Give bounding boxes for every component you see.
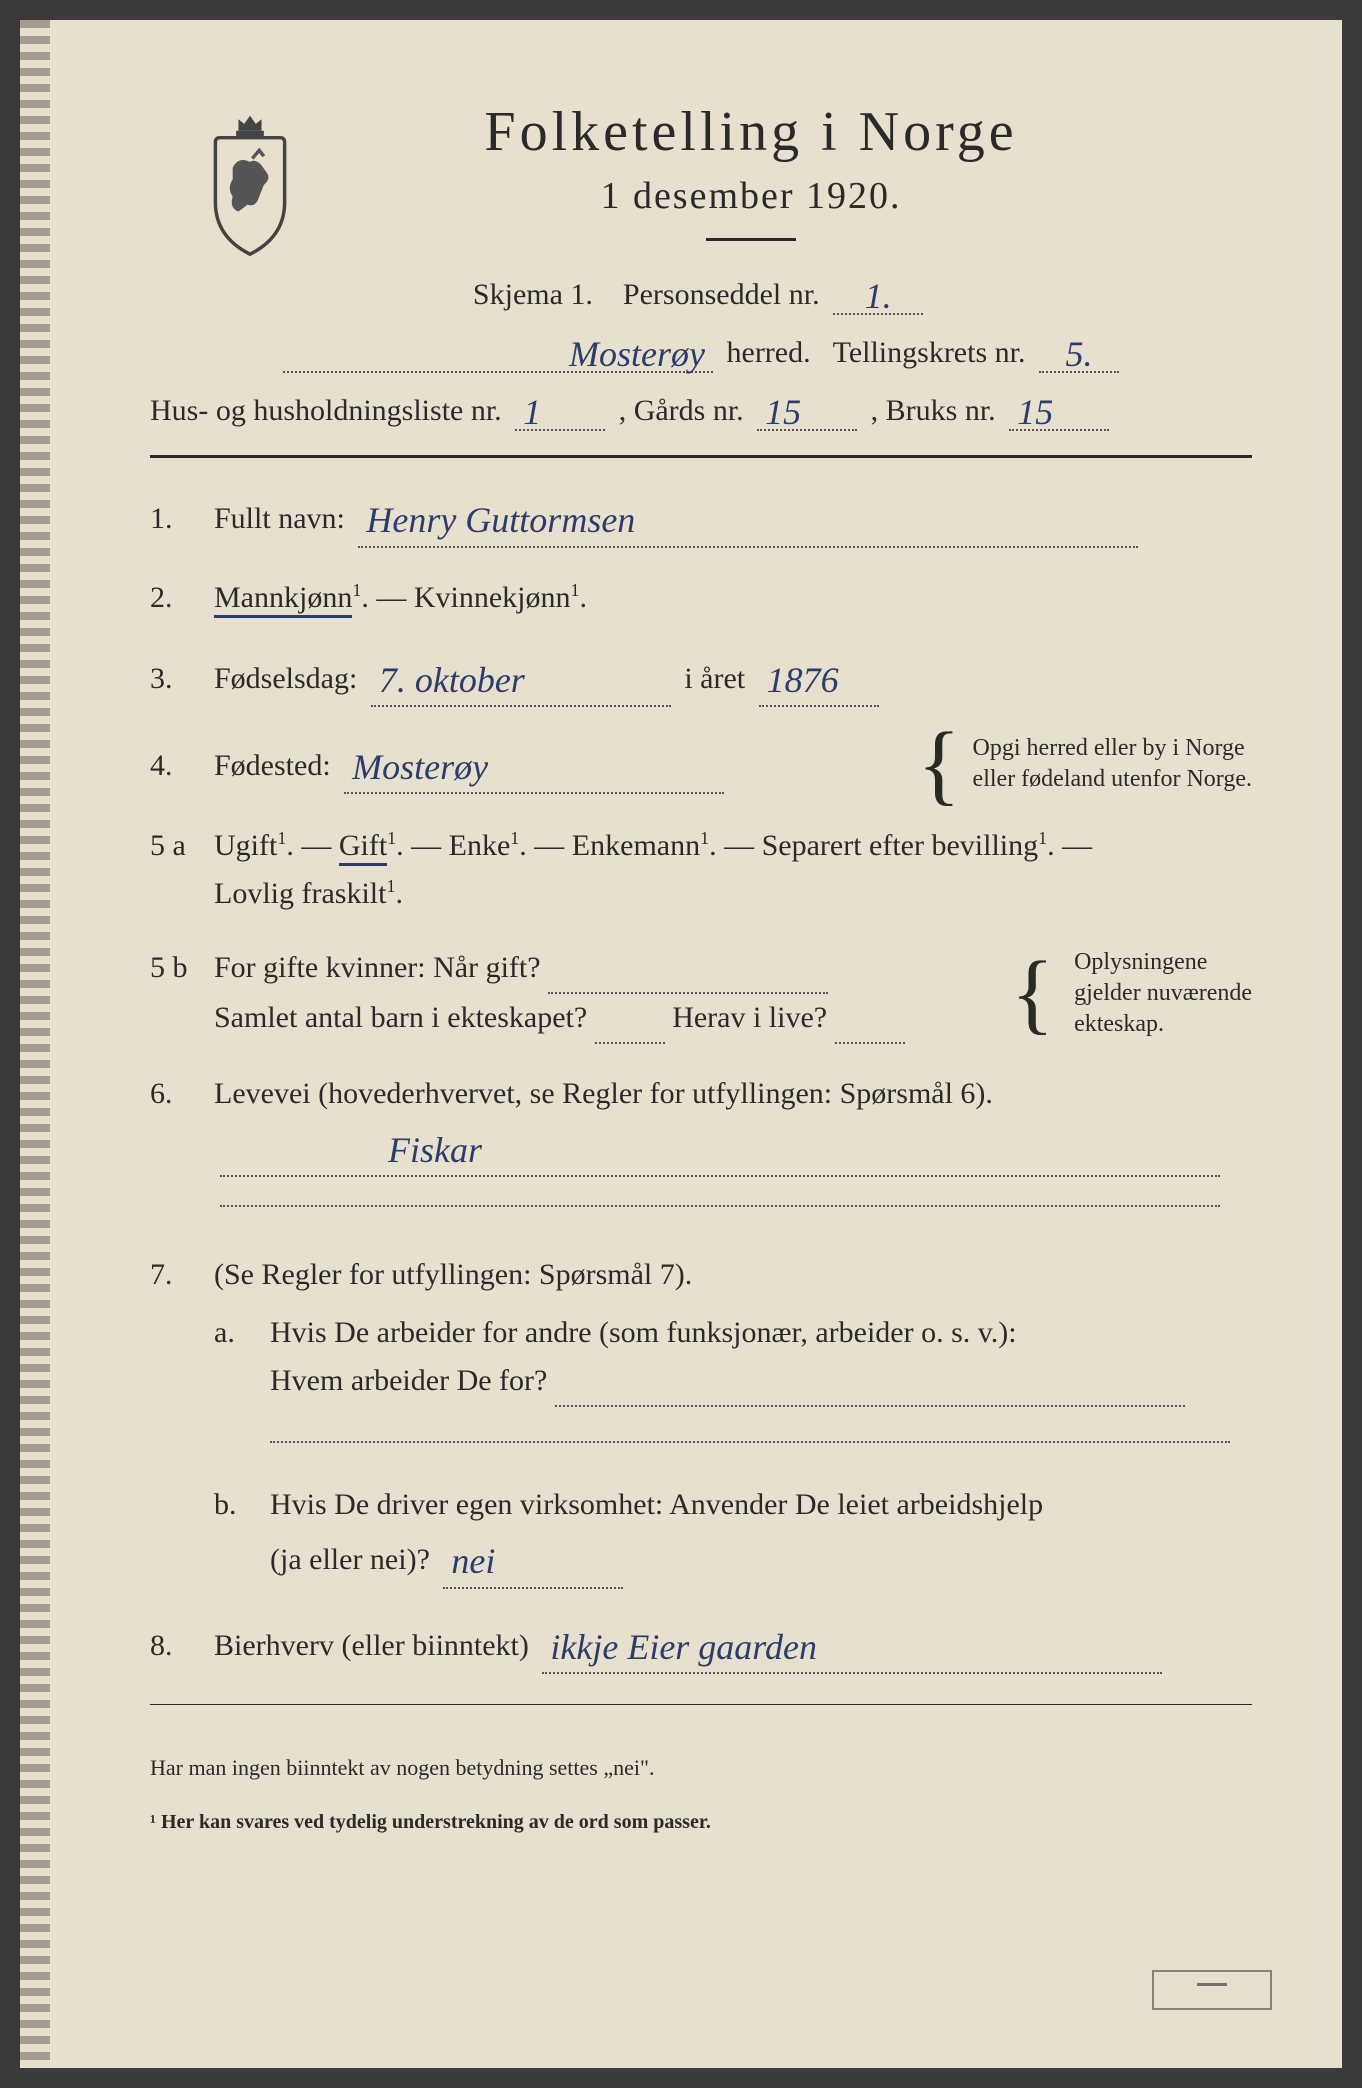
brace-icon: { — [917, 742, 960, 787]
q5b-label2: Samlet antal barn i ekteskapet? — [214, 1001, 587, 1034]
q8-num: 8. — [150, 1622, 214, 1670]
question-3: 3. Fødselsdag: 7. oktober i året 1876 — [150, 648, 1252, 708]
q6-num: 6. — [150, 1070, 214, 1118]
question-5b: 5 b For gifte kvinner: Når gift? Samlet … — [150, 944, 1252, 1044]
meta-row-2: Mosterøy herred. Tellingskrets nr. 5. — [150, 329, 1252, 373]
q8-label: Bierhverv (eller biinntekt) — [214, 1629, 529, 1662]
question-7a: a. Hvis De arbeider for andre (som funks… — [214, 1309, 1252, 1455]
bruks-value: 15 — [1009, 392, 1061, 432]
q5a-lovlig: Lovlig fraskilt — [214, 877, 386, 910]
q4-label: Fødested: — [214, 749, 331, 782]
coat-of-arms-icon — [190, 110, 310, 260]
herred-value: Mosterøy — [561, 334, 713, 374]
question-1: 1. Fullt navn: Henry Guttormsen — [150, 488, 1252, 548]
form-date: 1 desember 1920. — [250, 174, 1252, 218]
meta-row-1: Skjema 1. Personseddel nr. 1. — [150, 271, 1252, 315]
q8-value: ikkje Eier gaarden — [542, 1627, 825, 1667]
bruks-label: , Bruks nr. — [871, 394, 996, 427]
hushold-label: Hus- og husholdningsliste nr. — [150, 394, 502, 427]
footer-divider — [150, 1704, 1252, 1705]
q7b-line2: (ja eller nei)? — [270, 1543, 430, 1576]
q4-num: 4. — [150, 742, 214, 790]
q5a-enke: Enke — [449, 829, 511, 862]
q7b-value: nei — [443, 1541, 503, 1581]
q2-mann: Mannkjønn — [214, 581, 352, 618]
question-7b: b. Hvis De driver egen virksomhet: Anven… — [214, 1481, 1252, 1589]
q6-value: Fiskar — [380, 1130, 490, 1170]
q3-day: 7. oktober — [371, 660, 533, 700]
q2-num: 2. — [150, 574, 214, 622]
question-5a: 5 a Ugift1. — Gift1. — Enke1. — Enkemann… — [150, 822, 1252, 918]
question-4: 4. Fødested: Mosterøy { Opgi herred elle… — [150, 733, 1252, 795]
printer-stamp: ▬▬▬ — [1152, 1970, 1272, 2010]
tellingskrets-value: 5. — [1057, 334, 1100, 374]
q5b-label3: Herav i live? — [672, 1001, 827, 1034]
q5b-label1: For gifte kvinner: Når gift? — [214, 951, 541, 984]
meta-row-3: Hus- og husholdningsliste nr. 1 , Gårds … — [150, 387, 1252, 431]
question-8: 8. Bierhverv (eller biinntekt) ikkje Eie… — [150, 1615, 1252, 1675]
skjema-label: Skjema 1. — [473, 278, 593, 311]
census-form-page: Folketelling i Norge 1 desember 1920. Sk… — [20, 20, 1342, 2068]
q7b-line1: Hvis De driver egen virksomhet: Anvender… — [270, 1488, 1043, 1521]
header-divider — [706, 238, 796, 241]
q3-year: 1876 — [759, 660, 847, 700]
footnote-2: ¹ Her kan svares ved tydelig understrekn… — [150, 1811, 1252, 1834]
q7b-num: b. — [214, 1481, 270, 1529]
form-header: Folketelling i Norge 1 desember 1920. — [150, 100, 1252, 241]
personseddel-label: Personseddel nr. — [623, 278, 820, 311]
herred-label: herred. — [727, 336, 811, 369]
q7-label: (Se Regler for utfyllingen: Spørsmål 7). — [214, 1258, 692, 1291]
q7a-line1: Hvis De arbeider for andre (som funksjon… — [270, 1316, 1017, 1349]
question-7: 7. (Se Regler for utfyllingen: Spørsmål … — [150, 1251, 1252, 1299]
q3-label: Fødselsdag: — [214, 662, 357, 695]
q5a-enkemann: Enkemann — [572, 829, 700, 862]
footnote-1: Har man ingen biinntekt av nogen betydni… — [150, 1755, 1252, 1781]
form-title: Folketelling i Norge — [250, 100, 1252, 164]
q5a-gift: Gift — [339, 829, 387, 866]
q1-num: 1. — [150, 495, 214, 543]
q3-year-label: i året — [684, 662, 745, 695]
q1-label: Fullt navn: — [214, 502, 345, 535]
q7a-line2: Hvem arbeider De for? — [270, 1364, 547, 1397]
question-6: 6. Levevei (hovederhvervet, se Regler fo… — [150, 1070, 1252, 1226]
brace-icon: { — [1011, 971, 1054, 1016]
q3-num: 3. — [150, 655, 214, 703]
question-2: 2. Mannkjønn1. — Kvinnekjønn1. — [150, 574, 1252, 622]
tellingskrets-label: Tellingskrets nr. — [833, 336, 1026, 369]
gards-value: 15 — [757, 392, 809, 432]
q4-note: Opgi herred eller by i Norge eller fødel… — [973, 733, 1252, 795]
q2-kvinne: Kvinnekjønn — [414, 581, 571, 614]
hushold-value: 1 — [515, 392, 549, 432]
main-divider — [150, 455, 1252, 458]
q4-value: Mosterøy — [344, 747, 496, 787]
q7-num: 7. — [150, 1251, 214, 1299]
gards-label: , Gårds nr. — [619, 394, 744, 427]
q5a-num: 5 a — [150, 822, 214, 870]
q5a-ugift: Ugift — [214, 829, 277, 862]
personseddel-value: 1. — [857, 276, 900, 316]
q6-label: Levevei (hovederhvervet, se Regler for u… — [214, 1077, 993, 1110]
q5b-num: 5 b — [150, 944, 214, 992]
q7a-num: a. — [214, 1309, 270, 1357]
q1-value: Henry Guttormsen — [358, 500, 643, 540]
q5b-note: Oplysningene gjelder nuværende ekteskap. — [1074, 947, 1252, 1041]
q5a-separert: Separert efter bevilling — [762, 829, 1039, 862]
